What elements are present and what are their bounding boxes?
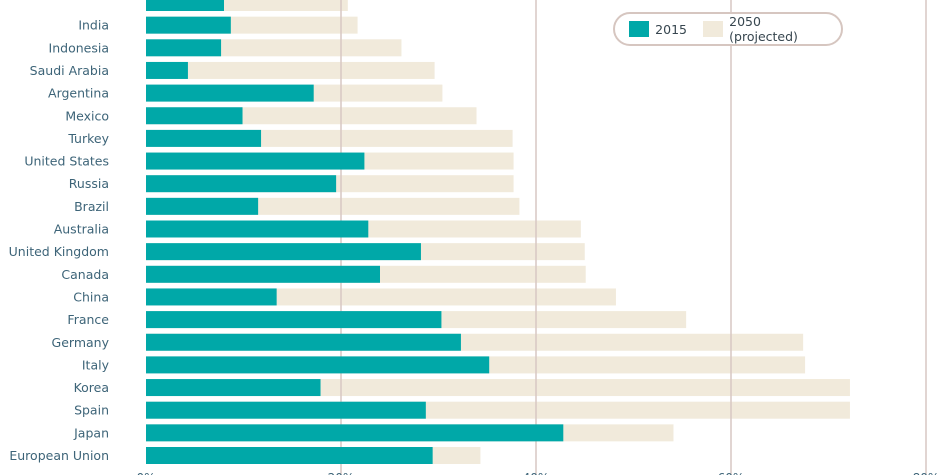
bar-2015-turkey xyxy=(146,129,262,147)
bar-2050-top-partial xyxy=(146,0,348,11)
category-label-mexico: Mexico xyxy=(65,108,109,123)
bar-2015-top-partial xyxy=(146,0,224,11)
category-label-russia: Russia xyxy=(69,176,109,191)
gridlines xyxy=(340,0,927,475)
category-label-european-union: European Union xyxy=(9,448,109,463)
bar-2015-spain xyxy=(146,401,426,419)
x-tick-80: 80% xyxy=(913,471,940,475)
bar-2015-italy xyxy=(146,356,490,374)
category-label-turkey: Turkey xyxy=(67,131,109,146)
bar-2050-saudi-arabia xyxy=(146,61,435,79)
bar-2015-united-states xyxy=(146,152,365,170)
category-label-japan: Japan xyxy=(73,425,109,440)
x-tick-0: 0% xyxy=(136,471,155,475)
category-label-australia: Australia xyxy=(54,222,109,237)
category-label-brazil: Brazil xyxy=(74,199,109,214)
bar-2015-india xyxy=(146,16,231,34)
category-label-canada: Canada xyxy=(61,267,109,282)
bar-2015-argentina xyxy=(146,84,314,102)
category-label-saudi-arabia: Saudi Arabia xyxy=(30,63,109,78)
category-label-india: India xyxy=(78,18,109,33)
bar-2015-european-union xyxy=(146,447,433,464)
series-2015-bars xyxy=(146,0,564,464)
bar-2015-united-kingdom xyxy=(146,243,421,261)
category-label-indonesia: Indonesia xyxy=(49,40,109,55)
bar-2050-korea xyxy=(146,379,850,397)
category-label-argentina: Argentina xyxy=(48,86,109,101)
category-label-united-states: United States xyxy=(24,154,109,169)
bar-2015-china xyxy=(146,288,277,306)
bar-2015-saudi-arabia xyxy=(146,61,188,79)
category-label-spain: Spain xyxy=(74,403,109,418)
bar-2015-japan xyxy=(146,424,564,442)
bar-2015-brazil xyxy=(146,197,259,215)
bar-2015-korea xyxy=(146,379,321,397)
x-tick-20: 20% xyxy=(328,471,355,475)
bar-2015-indonesia xyxy=(146,39,222,57)
bar-2015-germany xyxy=(146,333,461,351)
bar-2015-mexico xyxy=(146,107,243,125)
category-label-germany: Germany xyxy=(52,335,110,350)
bar-2015-russia xyxy=(146,175,337,193)
bar-2015-canada xyxy=(146,265,380,283)
x-tick-60: 60% xyxy=(718,471,745,475)
category-label-china: China xyxy=(73,289,109,304)
x-tick-40: 40% xyxy=(523,471,550,475)
legend-label-2050: 2050 (projected) xyxy=(729,14,798,44)
category-label-korea: Korea xyxy=(74,380,109,395)
legend-swatch-2015 xyxy=(629,21,650,37)
legend-swatch-2050 xyxy=(702,21,724,37)
bar-2015-france xyxy=(146,311,442,329)
legend-label-2015: 2015 xyxy=(655,21,687,37)
bar-2015-australia xyxy=(146,220,369,238)
category-label-united-kingdom: United Kingdom xyxy=(9,244,109,259)
category-labels: India Indonesia Saudi Arabia Argentina Mexic… xyxy=(9,18,110,463)
category-label-france: France xyxy=(67,312,109,327)
legend: 2015 2050 (projected) xyxy=(613,12,843,46)
category-label-italy: Italy xyxy=(82,357,110,372)
x-axis-tick-labels: 0% 20% 40% 60% 80% xyxy=(136,471,939,475)
